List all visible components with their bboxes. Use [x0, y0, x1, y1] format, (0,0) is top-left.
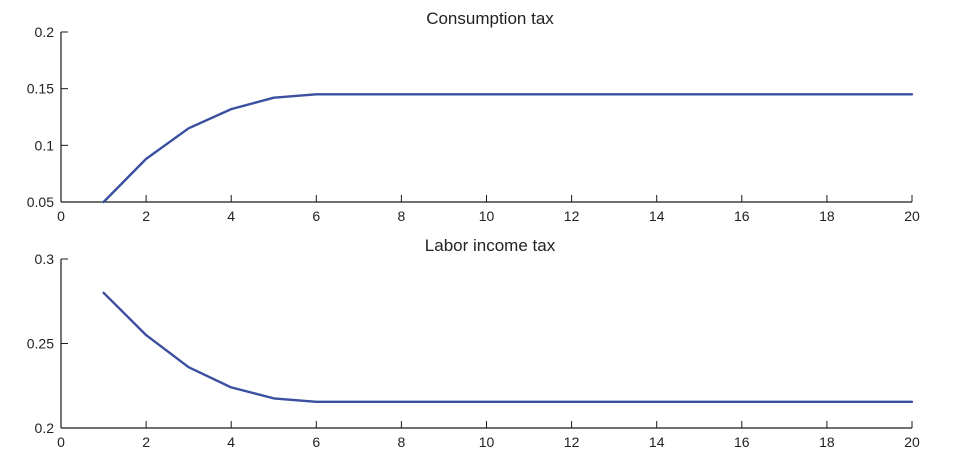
consumption-tax-x-tick-label: 2	[142, 208, 150, 224]
consumption-tax-y-tick-label: 0.2	[35, 24, 55, 40]
labor-income-tax-x-tick-label: 12	[564, 434, 580, 450]
consumption-tax-x-tick-label: 14	[649, 208, 665, 224]
labor-income-tax-x-tick-label: 14	[649, 434, 665, 450]
labor-income-tax-x-tick-label: 4	[227, 434, 235, 450]
consumption-tax-x-tick-label: 18	[819, 208, 835, 224]
labor-income-tax-x-tick-label: 0	[57, 434, 65, 450]
labor-income-tax-series-line	[102, 291, 914, 403]
consumption-tax-x-tick-label: 20	[904, 208, 920, 224]
labor-income-tax-x-tick-label: 2	[142, 434, 150, 450]
consumption-tax-panel: Consumption tax 0 2 4 6 8 10 12 14 16 18 20 0.05 0.1…	[27, 9, 920, 224]
labor-income-tax-x-tick-label: 20	[904, 434, 920, 450]
labor-income-tax-x-tick-label: 8	[398, 434, 406, 450]
labor-income-tax-y-tick-label: 0.2	[35, 420, 55, 436]
consumption-tax-y-tick-label: 0.1	[35, 137, 55, 153]
labor-income-tax-y-tick-label: 0.25	[27, 336, 54, 352]
labor-income-tax-y-tick-label: 0.3	[35, 251, 55, 267]
consumption-tax-x-tick-label: 16	[734, 208, 750, 224]
consumption-tax-y-tick-label: 0.05	[27, 194, 54, 210]
consumption-tax-x-tick-label: 4	[227, 208, 235, 224]
consumption-tax-x-tick-label: 8	[398, 208, 406, 224]
chart-title-consumption-tax: Consumption tax	[426, 9, 554, 28]
labor-income-tax-x-tick-label: 6	[312, 434, 320, 450]
labor-income-tax-x-tick-label: 18	[819, 434, 835, 450]
consumption-tax-y-tick-label: 0.15	[27, 81, 54, 97]
consumption-tax-x-tick-label: 6	[312, 208, 320, 224]
labor-income-tax-x-tick-label: 16	[734, 434, 750, 450]
consumption-tax-x-tick-label: 0	[57, 208, 65, 224]
chart-title-labor-income-tax: Labor income tax	[425, 236, 556, 255]
labor-income-tax-panel: Labor income tax 0 2 4 6 8 10 12 14 16 18 20 0.2 0.2…	[27, 236, 920, 450]
consumption-tax-x-tick-label: 10	[479, 208, 495, 224]
consumption-tax-x-tick-label: 12	[564, 208, 580, 224]
labor-income-tax-x-tick-label: 10	[479, 434, 495, 450]
consumption-tax-series-line	[102, 93, 914, 204]
